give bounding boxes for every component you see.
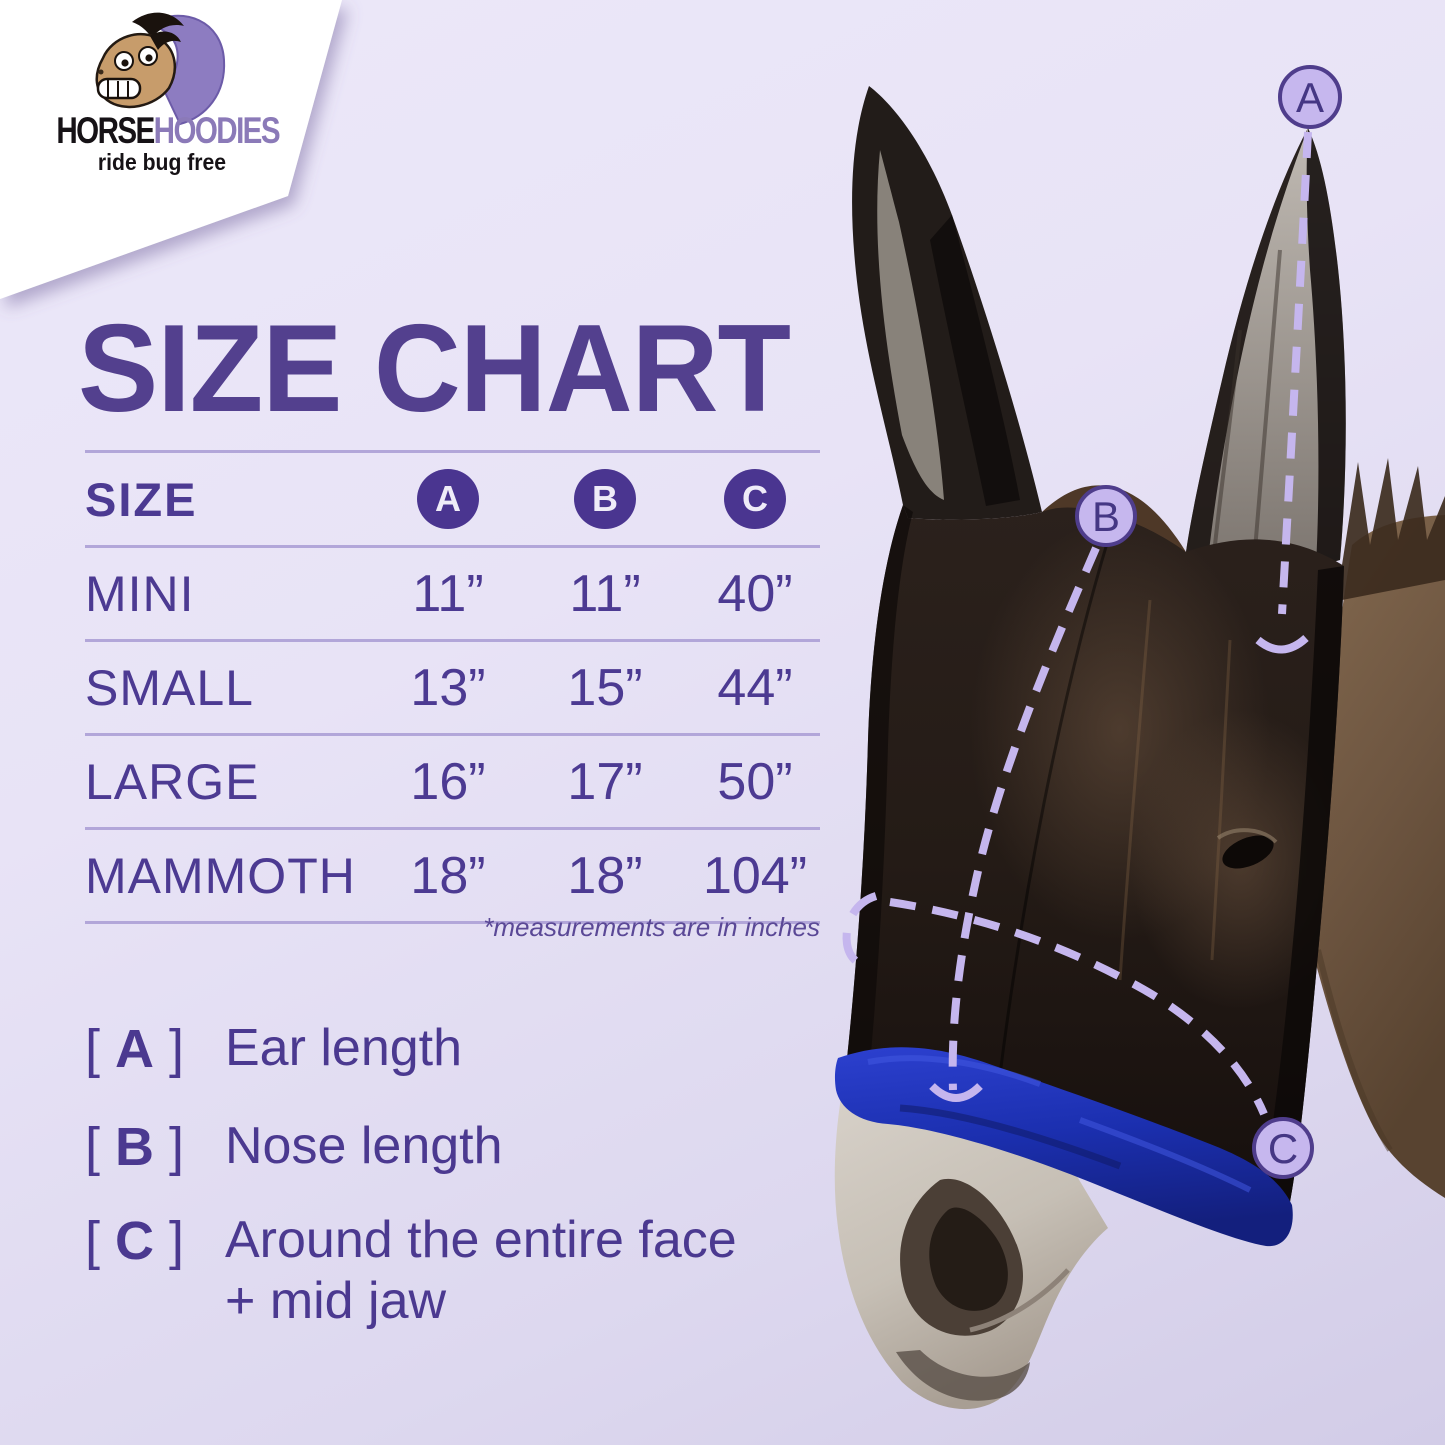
column-badge-b: B [574,469,636,529]
brand-name-horse: HORSE [56,110,155,151]
face-circumference-arc-open [842,892,878,971]
face-circumference-line-c [889,898,1268,1116]
value-b: 11” [569,564,641,623]
donkey-eye [1222,835,1274,869]
legend-label-a: Ear length [225,1019,463,1077]
page-title: SIZE CHART [78,300,791,438]
nose-length-line-b [948,546,1100,1091]
annotation-letter-c: C [1268,1125,1298,1172]
legend-item-c: [ C ] Around the entire face + mid jaw [85,1210,737,1333]
ear-length-line-a [1278,131,1312,615]
value-a: 11” [412,564,484,623]
brand-name-hoodies: HOODIES [153,110,281,151]
legend-key-c: [ C ] [85,1211,185,1271]
size-name: SMALL [85,659,254,716]
value-c: 40” [717,564,793,623]
logo-mane [132,12,184,38]
size-name: MINI [85,565,195,622]
annotation-circle-c [1252,1117,1314,1179]
size-table: SIZE A B C MINI 11” 11” 40” SMALL 13” 15… [85,450,820,924]
donkey-neck [1310,515,1445,1198]
table-row: MINI 11” 11” 40” [85,545,820,639]
value-b: 17” [567,752,643,811]
value-b: 18” [567,846,643,905]
brand-wordmark: HORSEHOODIES [56,110,280,152]
value-c: 44” [717,658,793,717]
donkey-photo [834,86,1445,1410]
logo-forelock [150,31,181,50]
annotation-letter-b: B [1092,493,1120,540]
value-a: 13” [410,658,486,717]
measurement-note: *measurements are in inches [483,912,820,942]
column-badge-a: A [417,469,479,529]
line-b-end-tick [929,1083,983,1102]
table-row: SMALL 13” 15” 44” [85,639,820,733]
value-b: 15” [567,658,643,717]
legend-label-c: Around the entire face + mid jaw [225,1211,737,1331]
value-a: 18” [410,846,486,905]
brand-card [0,0,342,299]
annotation-circle-a [1278,65,1342,129]
annotation-letter-a: A [1296,74,1324,121]
brand-tagline: ride bug free [97,149,227,175]
legend-key-a: [ A ] [85,1019,185,1079]
value-c: 50” [717,752,793,811]
table-row: LARGE 16” 17” 50” [85,733,820,827]
line-a-end-tick [1255,634,1309,654]
annotation-circle-b [1075,485,1137,547]
table-header-row: SIZE A B C [85,450,820,545]
value-c: 104” [702,846,808,905]
size-name: MAMMOTH [85,847,356,904]
table-row: MAMMOTH 18” 18” 104” [85,827,820,924]
legend-item-b: [ B ] Nose length [85,1116,503,1178]
legend-key-b: [ B ] [85,1117,185,1177]
annotation-markers: A B C [1075,65,1342,1179]
legend-label-b: Nose length [225,1117,503,1175]
size-name: LARGE [85,753,260,810]
donkey-mane [1342,458,1445,600]
column-badge-c: C [724,469,786,529]
measurement-annotations [842,131,1312,1116]
brand-logo-art [95,12,226,126]
legend-item-a: [ A ] Ear length [85,1018,462,1080]
size-column-header: SIZE [85,472,198,526]
value-a: 16” [410,752,486,811]
